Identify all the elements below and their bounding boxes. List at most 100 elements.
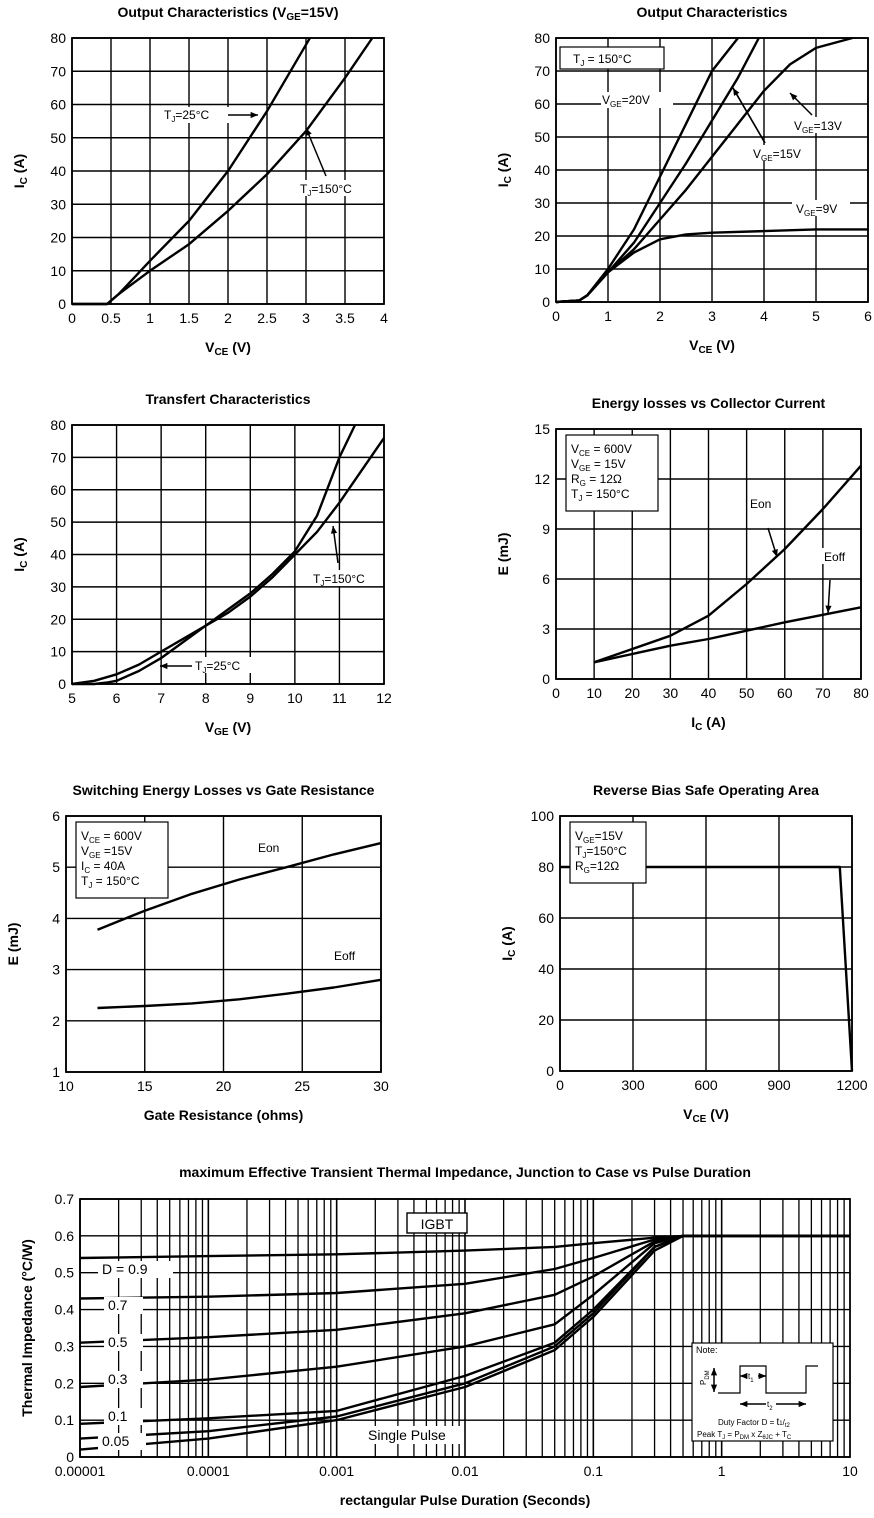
x-tick-label: 10 <box>58 1078 74 1094</box>
annotation-arrow-head <box>825 605 832 613</box>
pulse-waveform <box>718 1365 818 1394</box>
y-tick-label: 80 <box>534 30 550 46</box>
condition-line: VGE =15V <box>81 844 132 860</box>
x-tick-label: 2.5 <box>257 310 277 326</box>
plot-frame <box>65 815 382 1073</box>
conditions-box <box>75 821 169 899</box>
y-axis-label: IC (A) <box>11 537 30 571</box>
x-axis-label: VCE (V) <box>689 337 735 356</box>
series-label: 0.5 <box>108 1334 128 1350</box>
y-tick-label: 0 <box>66 1449 74 1465</box>
label-bg <box>98 1261 173 1278</box>
x-tick-label: 5 <box>68 690 76 706</box>
note-arrow-head <box>798 1400 806 1408</box>
annotation-label: TJ=150°C <box>300 182 352 198</box>
chart-c4: 0 10 20 30 40 50 60 70 80 0 3 6 9 12 15 Energy losses v… <box>495 395 869 733</box>
chart-title: Output Characteristics <box>637 4 788 20</box>
y-tick-label: 30 <box>50 579 66 595</box>
condition-line: IC = 40A <box>81 859 125 875</box>
plot-frame <box>71 37 385 305</box>
annotation-label: VGE=13V <box>794 119 842 135</box>
x-tick-label: 1.5 <box>179 310 199 326</box>
series-line-0 <box>97 841 382 931</box>
x-tick-label: 1200 <box>836 1077 867 1093</box>
label-bg <box>98 1433 146 1450</box>
y-tick-label: 0.1 <box>55 1412 75 1428</box>
y-tick-label: 20 <box>534 228 550 244</box>
annotation-label: Eon <box>258 841 279 855</box>
annotation-label: VGE=20V <box>602 93 650 109</box>
x-axis-label: IC (A) <box>691 714 725 733</box>
condition-line: TJ=150°C <box>575 844 627 860</box>
y-tick-label: 10 <box>50 263 66 279</box>
plot-frame <box>79 1198 851 1458</box>
y-tick-label: 30 <box>534 195 550 211</box>
y-tick-label: 15 <box>534 421 550 437</box>
y-tick-label: 40 <box>538 961 554 977</box>
x-tick-label: 0 <box>552 308 560 324</box>
label-bg <box>193 657 263 673</box>
conditions-box <box>565 434 659 512</box>
igbt-label: IGBT <box>421 1216 454 1232</box>
x-tick-label: 4 <box>760 308 768 324</box>
chart-grid <box>71 424 385 685</box>
annotation-label: TJ = 150°C <box>573 52 632 68</box>
y-tick-label: 12 <box>534 471 550 487</box>
x-tick-label: 0.01 <box>451 1463 478 1479</box>
chart-title: Reverse Bias Safe Operating Area <box>593 782 819 798</box>
y-tick-label: 6 <box>542 571 550 587</box>
annotation-arrow-head <box>160 662 168 670</box>
y-tick-label: 0 <box>542 294 550 310</box>
x-tick-label: 900 <box>767 1077 791 1093</box>
y-tick-label: 40 <box>50 163 66 179</box>
y-tick-label: 5 <box>52 859 60 875</box>
y-tick-label: 0.4 <box>55 1302 75 1318</box>
note-pdm: PDM <box>699 1370 711 1385</box>
x-tick-label: 50 <box>739 685 755 701</box>
annotation-arrow-head <box>330 526 338 534</box>
chart-c5: 10 15 20 25 30 1 2 3 4 5 6 Switching Energy Losses … <box>5 782 389 1123</box>
note-arrow-head <box>740 1400 748 1408</box>
series-line-0 <box>593 464 862 664</box>
x-axis-label: Gate Resistance (ohms) <box>144 1107 304 1123</box>
annotations-c2: TJ = 150°C VGE=20V VGE=15V VGE=13V VGE=9V <box>559 46 854 218</box>
series-line-6 <box>79 1234 850 1451</box>
series-line-1 <box>593 606 862 664</box>
x-tick-label: 80 <box>853 685 869 701</box>
y-tick-label: 10 <box>50 644 66 660</box>
x-tick-label: 600 <box>694 1077 718 1093</box>
y-tick-label: 20 <box>538 1012 554 1028</box>
y-tick-label: 30 <box>50 196 66 212</box>
annotation-label: TJ=150°C <box>313 572 365 588</box>
annotation-label: Eon <box>750 497 771 511</box>
y-tick-label: 40 <box>50 547 66 563</box>
x-tick-label: 6 <box>113 690 121 706</box>
y-axis-label: IC (A) <box>495 153 514 187</box>
annotation-label: VGE=15V <box>753 147 801 163</box>
chart-title: Switching Energy Losses vs Gate Resistan… <box>73 782 375 798</box>
y-tick-label: 1 <box>52 1064 60 1080</box>
y-tick-label: 40 <box>534 162 550 178</box>
plot-frame <box>555 37 869 303</box>
x-tick-label: 3 <box>302 310 310 326</box>
y-tick-label: 0.2 <box>55 1375 75 1391</box>
x-tick-label: 5 <box>812 308 820 324</box>
x-axis-label: VCE (V) <box>683 1106 729 1125</box>
y-tick-label: 4 <box>52 910 60 926</box>
chart-title: Output Characteristics (VGE=15V) <box>117 4 338 23</box>
annotation-label: VGE=9V <box>796 202 837 218</box>
x-tick-label: 30 <box>663 685 679 701</box>
condition-line: TJ = 150°C <box>571 487 630 503</box>
note-arrow-head <box>710 1368 718 1376</box>
note-arrow-head <box>758 1372 766 1380</box>
annotations-c7: D = 0.9 0.7 0.5 0.3 0.1 0.05 Single Pulse IGBT N… <box>98 1212 834 1450</box>
y-tick-label: 20 <box>50 611 66 627</box>
y-tick-label: 0 <box>542 671 550 687</box>
y-axis-label: IC (A) <box>11 154 30 188</box>
y-tick-label: 6 <box>52 808 60 824</box>
condition-line: RG=12Ω <box>575 859 619 875</box>
y-tick-label: 0.7 <box>55 1191 75 1207</box>
x-tick-label: 0 <box>556 1077 564 1093</box>
label-bg <box>104 1408 143 1425</box>
